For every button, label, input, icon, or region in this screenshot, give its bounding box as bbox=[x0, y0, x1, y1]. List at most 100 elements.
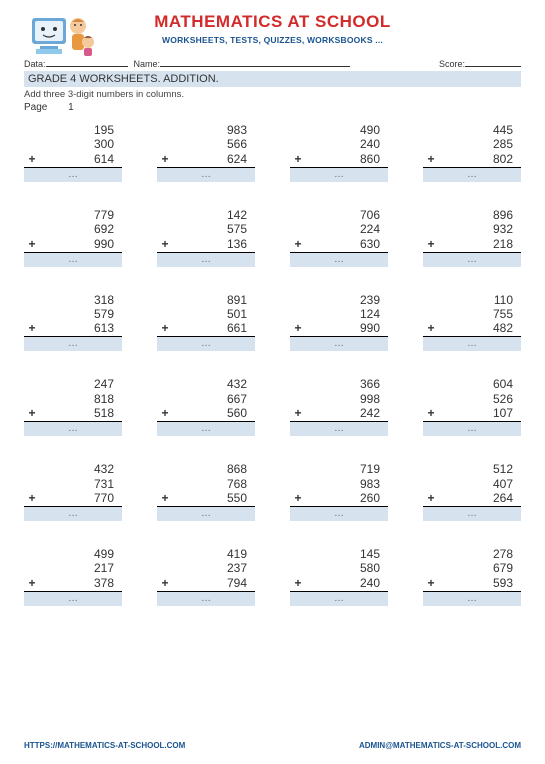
plus-operator: + bbox=[24, 406, 40, 420]
plus-operator: + bbox=[423, 321, 439, 335]
addend: 318 bbox=[24, 293, 122, 307]
operator-line: +264 bbox=[423, 491, 521, 507]
plus-operator: + bbox=[157, 321, 173, 335]
operator-line: +593 bbox=[423, 576, 521, 592]
addend: 239 bbox=[290, 293, 388, 307]
problem: 239124+990… bbox=[290, 293, 388, 352]
footer: HTTPS://MATHEMATICS-AT-SCHOOL.COM ADMIN@… bbox=[24, 741, 521, 750]
answer-blank: … bbox=[423, 168, 521, 182]
addend: 932 bbox=[423, 222, 521, 236]
name-blank bbox=[160, 66, 350, 67]
answer-blank: … bbox=[24, 337, 122, 351]
operator-line: +482 bbox=[423, 321, 521, 337]
answer-blank: … bbox=[290, 168, 388, 182]
problem: 142575+136… bbox=[157, 208, 255, 267]
addend: 818 bbox=[24, 392, 122, 406]
problem: 719983+260… bbox=[290, 462, 388, 521]
answer-blank: … bbox=[157, 337, 255, 351]
addend: 419 bbox=[157, 547, 255, 561]
addend: 407 bbox=[423, 477, 521, 491]
operator-line: +990 bbox=[290, 321, 388, 337]
addend: 614 bbox=[40, 152, 122, 166]
addend: 868 bbox=[157, 462, 255, 476]
operator-line: +518 bbox=[24, 406, 122, 422]
plus-operator: + bbox=[290, 576, 306, 590]
addend: 445 bbox=[423, 123, 521, 137]
problem: 278679+593… bbox=[423, 547, 521, 606]
addend: 195 bbox=[24, 123, 122, 137]
answer-blank: … bbox=[423, 592, 521, 606]
plus-operator: + bbox=[24, 491, 40, 505]
addend: 679 bbox=[423, 561, 521, 575]
plus-operator: + bbox=[24, 152, 40, 166]
problems-grid: 195300+614…983566+624…490240+860…445285+… bbox=[24, 123, 521, 606]
score-blank bbox=[465, 66, 521, 67]
plus-operator: + bbox=[290, 321, 306, 335]
addend: 550 bbox=[173, 491, 255, 505]
problem: 779692+990… bbox=[24, 208, 122, 267]
plus-operator: + bbox=[423, 237, 439, 251]
plus-operator: + bbox=[24, 321, 40, 335]
operator-line: +550 bbox=[157, 491, 255, 507]
plus-operator: + bbox=[157, 406, 173, 420]
footer-email: ADMIN@MATHEMATICS-AT-SCHOOL.COM bbox=[359, 741, 521, 750]
addend: 604 bbox=[423, 377, 521, 391]
addend: 990 bbox=[306, 321, 388, 335]
problem: 432731+770… bbox=[24, 462, 122, 521]
addend: 124 bbox=[290, 307, 388, 321]
addend: 518 bbox=[40, 406, 122, 420]
addend: 378 bbox=[40, 576, 122, 590]
page-number: 1 bbox=[68, 102, 74, 113]
operator-line: +378 bbox=[24, 576, 122, 592]
addend: 278 bbox=[423, 547, 521, 561]
operator-line: +630 bbox=[290, 237, 388, 253]
addend: 579 bbox=[24, 307, 122, 321]
addend: 490 bbox=[290, 123, 388, 137]
problem: 512407+264… bbox=[423, 462, 521, 521]
answer-blank: … bbox=[24, 253, 122, 267]
operator-line: +614 bbox=[24, 152, 122, 168]
addend: 224 bbox=[290, 222, 388, 236]
plus-operator: + bbox=[423, 576, 439, 590]
answer-blank: … bbox=[423, 337, 521, 351]
operator-line: +990 bbox=[24, 237, 122, 253]
problem: 706224+630… bbox=[290, 208, 388, 267]
answer-blank: … bbox=[157, 592, 255, 606]
addend: 136 bbox=[173, 237, 255, 251]
answer-blank: … bbox=[24, 168, 122, 182]
plus-operator: + bbox=[157, 491, 173, 505]
operator-line: +242 bbox=[290, 406, 388, 422]
plus-operator: + bbox=[24, 576, 40, 590]
addend: 218 bbox=[439, 237, 521, 251]
addend: 983 bbox=[290, 477, 388, 491]
plus-operator: + bbox=[423, 152, 439, 166]
operator-line: +613 bbox=[24, 321, 122, 337]
answer-blank: … bbox=[24, 507, 122, 521]
problem: 247818+518… bbox=[24, 377, 122, 436]
addend: 432 bbox=[24, 462, 122, 476]
problem: 983566+624… bbox=[157, 123, 255, 182]
addend: 706 bbox=[290, 208, 388, 222]
plus-operator: + bbox=[290, 237, 306, 251]
data-blank bbox=[46, 66, 128, 67]
answer-blank: … bbox=[290, 337, 388, 351]
site-subtitle: WORKSHEETS, TESTS, QUIZZES, WORKSBOOKS .… bbox=[24, 35, 521, 45]
logo-image bbox=[24, 12, 96, 60]
problem-row: 195300+614…983566+624…490240+860…445285+… bbox=[24, 123, 521, 182]
operator-line: +240 bbox=[290, 576, 388, 592]
addend: 755 bbox=[423, 307, 521, 321]
answer-blank: … bbox=[157, 168, 255, 182]
addend: 366 bbox=[290, 377, 388, 391]
addend: 983 bbox=[157, 123, 255, 137]
info-line: Data: Name: Score: bbox=[24, 59, 521, 69]
plus-operator: + bbox=[157, 152, 173, 166]
operator-line: +661 bbox=[157, 321, 255, 337]
addend: 896 bbox=[423, 208, 521, 222]
answer-blank: … bbox=[290, 422, 388, 436]
addend: 501 bbox=[157, 307, 255, 321]
answer-blank: … bbox=[423, 253, 521, 267]
addend: 692 bbox=[24, 222, 122, 236]
problem: 145580+240… bbox=[290, 547, 388, 606]
answer-blank: … bbox=[423, 507, 521, 521]
plus-operator: + bbox=[423, 491, 439, 505]
